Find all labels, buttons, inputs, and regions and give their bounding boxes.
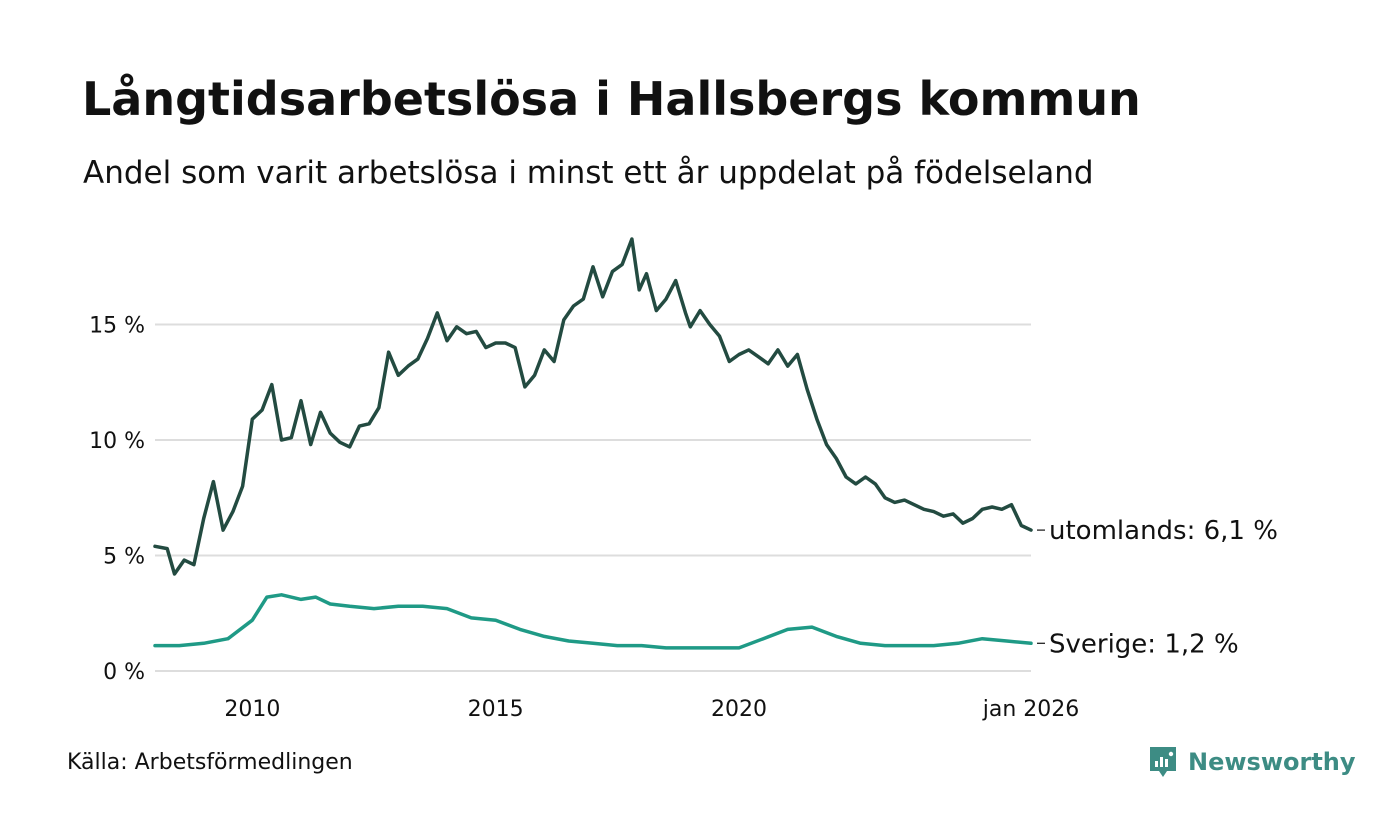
series-end-label: Sverige: 1,2 %: [1049, 629, 1239, 659]
y-tick-label: 15 %: [89, 314, 145, 339]
x-tick-label: jan 2026: [982, 697, 1080, 722]
x-axis-tick-labels: 2010 2015 2020 jan 2026: [224, 697, 1079, 722]
brand-logo[interactable]: Newsworthy: [1148, 745, 1356, 779]
series-line-sverige: [153, 593, 1033, 650]
series-end-labels: utomlands: 6,1 % Sverige: 1,2 %: [1037, 516, 1278, 659]
chart-title: Långtidsarbetslösa i Hallsbergs kommun: [82, 72, 1141, 126]
source-note: Källa: Arbetsförmedlingen: [67, 750, 353, 775]
y-tick-label: 10 %: [89, 429, 145, 454]
y-tick-label: 5 %: [103, 545, 145, 570]
x-tick-label: 2010: [224, 697, 280, 722]
y-tick-label: 0 %: [103, 660, 145, 685]
chart-subtitle: Andel som varit arbetslösa i minst ett å…: [83, 155, 1094, 191]
newsworthy-logo-icon: [1150, 747, 1176, 777]
x-tick-label: 2015: [468, 697, 524, 722]
y-axis-tick-labels: 0 % 5 % 10 % 15 %: [89, 314, 145, 686]
series-end-label: utomlands: 6,1 %: [1049, 516, 1278, 546]
grid-lines: [155, 323, 1031, 672]
x-tick-label: 2020: [711, 697, 767, 722]
line-chart: 0 % 5 % 10 % 15 % 2010 2015 2020 jan 2026 utom…: [89, 237, 1278, 722]
brand-name: Newsworthy: [1188, 748, 1356, 776]
series-line-utomlands: [153, 237, 1033, 576]
series-lines: [153, 237, 1033, 650]
